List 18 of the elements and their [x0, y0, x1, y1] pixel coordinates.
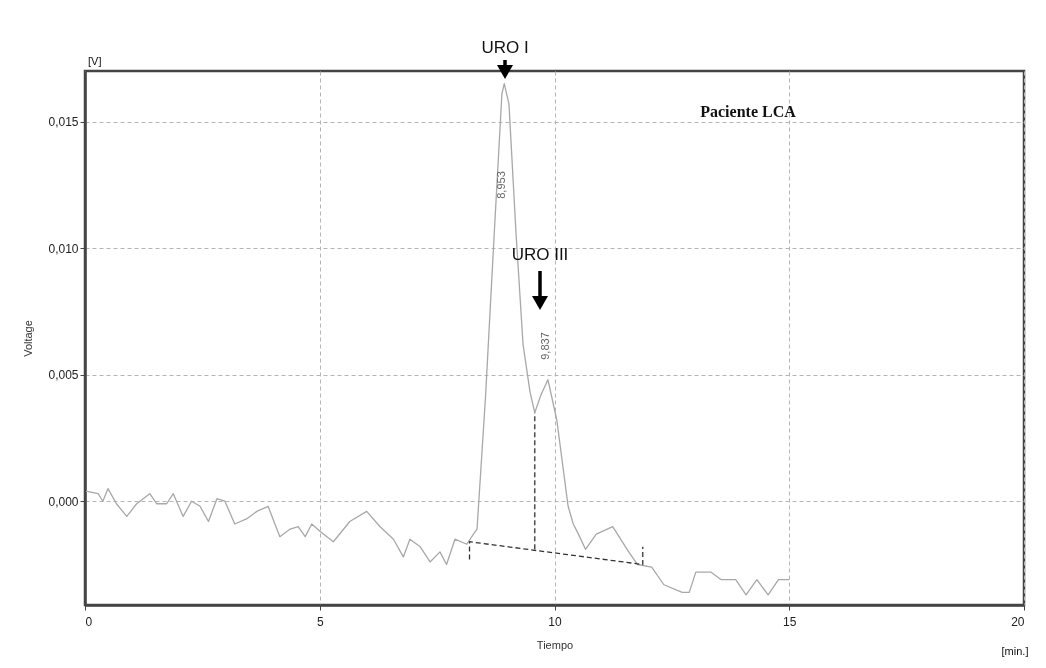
x-axis-title: Tiempo: [536, 638, 574, 651]
text: [V]: [88, 55, 102, 67]
x-tick-label: 20: [1011, 614, 1025, 629]
y-tick-label: 0,010: [48, 241, 79, 256]
x-tick-label: 15: [783, 614, 797, 629]
annotation: URO III: [511, 245, 569, 264]
x-tick-label: 10: [548, 614, 562, 629]
y-tick-label: 0,005: [48, 368, 79, 383]
annotation: 9,837: [539, 332, 551, 360]
x-tick-label: 5: [316, 614, 324, 629]
annotation: Paciente LCA: [700, 103, 797, 120]
y-axis-title: Voltage: [22, 320, 35, 357]
x-tick-label: 0: [85, 614, 93, 629]
text: URO I: [481, 38, 529, 57]
text: [min.]: [1001, 645, 1029, 657]
y-tick-label: 0,015: [48, 115, 79, 130]
annotation: 8,953: [495, 171, 507, 199]
y-tick-label: 0,000: [48, 494, 79, 509]
